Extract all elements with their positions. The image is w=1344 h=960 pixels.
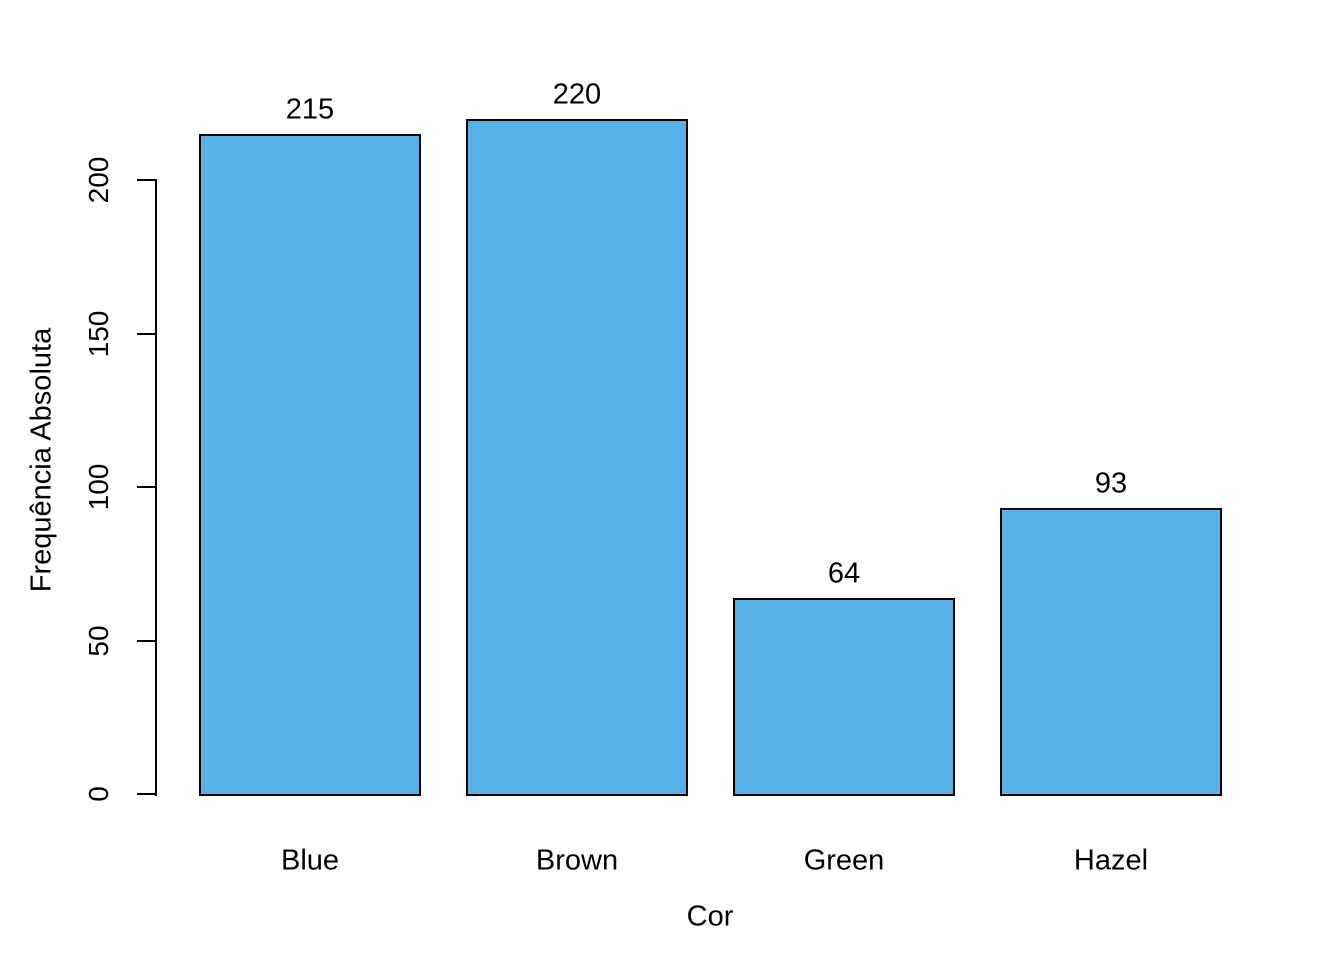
bar-value-label: 64 xyxy=(827,557,861,590)
y-axis-tick xyxy=(137,639,155,642)
bar xyxy=(733,598,955,796)
y-axis-tick xyxy=(137,332,155,335)
bar xyxy=(1000,508,1222,796)
y-axis-tick-label: 0 xyxy=(83,786,114,802)
bar xyxy=(466,119,688,796)
y-axis-tick-label: 100 xyxy=(83,463,114,511)
category-label: Green xyxy=(803,844,885,877)
y-axis-title: Frequência Absoluta xyxy=(25,327,58,593)
y-axis-tick-label: 150 xyxy=(83,310,114,357)
bar xyxy=(199,134,421,796)
y-axis-tick xyxy=(137,486,155,488)
category-label: Hazel xyxy=(1073,844,1149,877)
category-label: Brown xyxy=(535,844,619,877)
y-axis-line xyxy=(155,179,157,796)
bar-value-label: 93 xyxy=(1094,467,1128,500)
x-axis-title: Cor xyxy=(686,900,734,933)
y-axis-tick xyxy=(137,793,155,795)
bar-value-label: 215 xyxy=(285,93,335,126)
y-axis-tick-label: 50 xyxy=(83,624,114,657)
y-axis-tick xyxy=(137,179,155,181)
bar-value-label: 220 xyxy=(552,78,602,111)
category-label: Blue xyxy=(280,844,340,877)
y-axis-tick-label: 200 xyxy=(83,156,114,204)
